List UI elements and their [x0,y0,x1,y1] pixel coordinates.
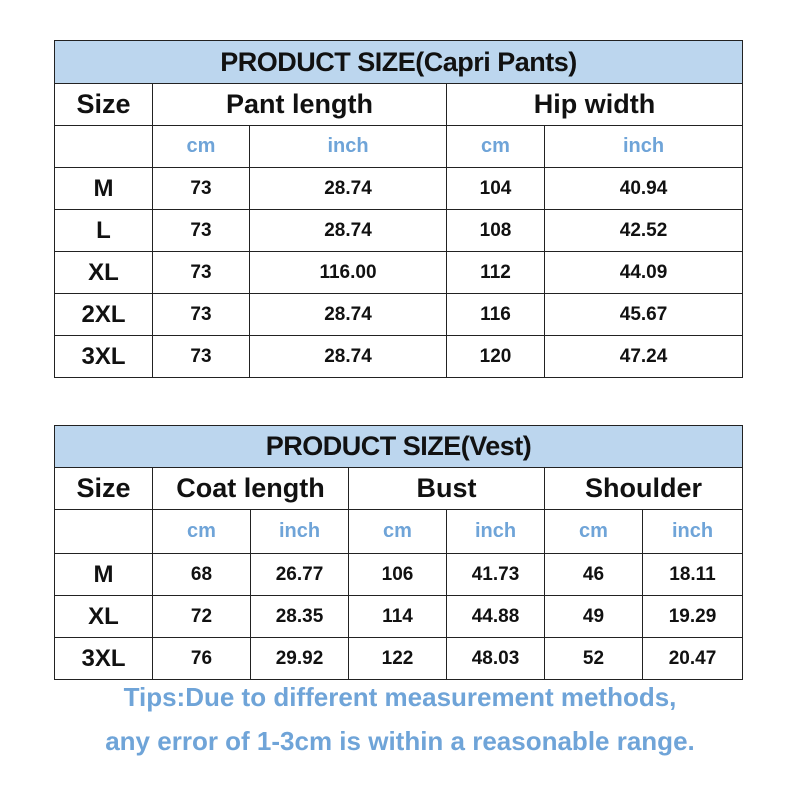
pants-value-cell: 73 [152,209,250,252]
vest-value-cell: 68 [152,553,251,596]
pants-group-pant-length: Pant length [152,83,447,126]
vest-size-cell: 3XL [54,637,153,680]
vest-value-cell: 49 [544,595,643,638]
vest-value-cell: 106 [348,553,447,596]
pants-value-cell: 42.52 [543,209,744,252]
pants-row: 3XL 73 28.74 120 47.24 [54,335,744,378]
pants-value-cell: 40.94 [543,167,744,210]
vest-value-cell: 19.29 [642,595,743,638]
pants-value-cell: 47.24 [543,335,744,378]
pants-group-hip-width: Hip width [445,83,744,126]
vest-value-cell: 46 [544,553,643,596]
pants-value-cell: 73 [152,293,250,336]
pants-size-table: PRODUCT SIZE(Capri Pants) Size Pant leng… [53,40,744,378]
pants-value-cell: 116.00 [249,251,447,294]
pants-size-cell: XL [54,251,153,294]
vest-value-cell: 26.77 [250,553,349,596]
pants-value-cell: 104 [446,167,545,210]
vest-group-bust: Bust [348,467,545,510]
pants-unit-cell: inch [249,125,447,168]
vest-value-cell: 44.88 [446,595,545,638]
vest-value-cell: 28.35 [250,595,349,638]
pants-value-cell: 28.74 [249,209,447,252]
pants-value-cell: 28.74 [249,293,447,336]
vest-row: XL 72 28.35 114 44.88 49 19.29 [54,595,743,638]
pants-size-cell: M [54,167,153,210]
pants-value-cell: 73 [152,335,250,378]
pants-unit-cell: cm [152,125,250,168]
vest-value-cell: 41.73 [446,553,545,596]
vest-unit-cell: inch [642,509,743,554]
pants-row: 2XL 73 28.74 116 45.67 [54,293,744,336]
pants-value-cell: 73 [152,251,250,294]
pants-row: L 73 28.74 108 42.52 [54,209,744,252]
pants-value-cell: 116 [446,293,545,336]
vest-value-cell: 18.11 [642,553,743,596]
vest-value-cell: 48.03 [446,637,545,680]
vest-row: M 68 26.77 106 41.73 46 18.11 [54,553,743,596]
pants-size-cell: L [54,209,153,252]
vest-value-cell: 122 [348,637,447,680]
pants-value-cell: 28.74 [249,335,447,378]
vest-unit-cell: cm [152,509,251,554]
vest-size-cell: XL [54,595,153,638]
pants-value-cell: 120 [446,335,545,378]
pants-size-cell: 2XL [54,293,153,336]
vest-row: 3XL 76 29.92 122 48.03 52 20.47 [54,637,743,680]
vest-size-header: Size [54,467,153,510]
vest-table-title: PRODUCT SIZE(Vest) [54,425,743,468]
pants-value-cell: 108 [446,209,545,252]
vest-group-shoulder: Shoulder [544,467,743,510]
vest-value-cell: 72 [152,595,251,638]
pants-value-cell: 28.74 [249,167,447,210]
pants-row: M 73 28.74 104 40.94 [54,167,744,210]
pants-value-cell: 112 [446,251,545,294]
pants-unit-blank [54,125,153,168]
vest-unit-cell: cm [544,509,643,554]
vest-value-cell: 20.47 [642,637,743,680]
pants-size-cell: 3XL [54,335,153,378]
vest-value-cell: 29.92 [250,637,349,680]
vest-unit-cell: inch [446,509,545,554]
pants-value-cell: 45.67 [543,293,744,336]
pants-value-cell: 73 [152,167,250,210]
vest-size-table: PRODUCT SIZE(Vest) Size Coat length Bust… [54,425,743,680]
vest-value-cell: 114 [348,595,447,638]
vest-value-cell: 76 [152,637,251,680]
pants-size-header: Size [54,83,153,126]
tips-line-1: Tips:Due to different measurement method… [123,682,677,712]
pants-unit-cell: cm [446,125,545,168]
pants-value-cell: 44.09 [543,251,744,294]
vest-group-coat-length: Coat length [152,467,349,510]
pants-table-title: PRODUCT SIZE(Capri Pants) [53,40,744,84]
vest-unit-blank [54,509,153,554]
vest-unit-cell: inch [250,509,349,554]
tips-line-2: any error of 1-3cm is within a reasonabl… [105,726,695,756]
vest-size-cell: M [54,553,153,596]
vest-value-cell: 52 [544,637,643,680]
pants-row: XL 73 116.00 112 44.09 [54,251,744,294]
vest-unit-cell: cm [348,509,447,554]
pants-unit-cell: inch [543,125,744,168]
